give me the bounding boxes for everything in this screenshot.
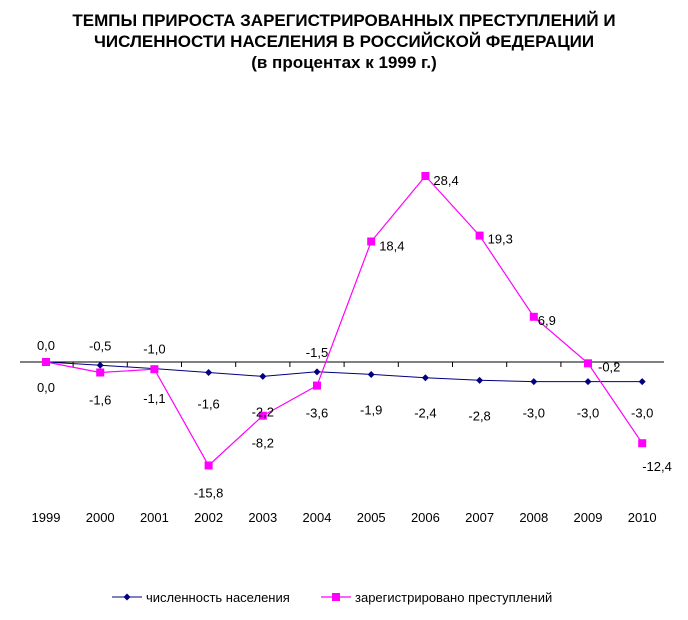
- x-tick-label: 2005: [357, 510, 386, 525]
- legend-population-marker: [123, 593, 131, 601]
- x-tick-label: 2007: [465, 510, 494, 525]
- crimes-point: [475, 231, 484, 240]
- chart-subtitle: (в процентах к 1999 г.): [251, 53, 437, 72]
- crimes-data-label: 6,9: [538, 313, 556, 328]
- population-point: [638, 378, 646, 386]
- population-data-label: -0,5: [89, 338, 111, 353]
- population-data-label: -1,0: [143, 342, 165, 357]
- crimes-point: [529, 312, 538, 321]
- population-point: [367, 370, 375, 378]
- population-data-label: 0,0: [37, 338, 55, 353]
- crimes-data-label: -0,2: [598, 359, 620, 374]
- population-data-label: -2,8: [468, 408, 490, 423]
- population-point: [96, 361, 104, 369]
- crimes-data-label: -1,1: [143, 391, 165, 406]
- legend: численность населения зарегистрировано пр…: [112, 590, 552, 605]
- crimes-data-label: 0,0: [37, 380, 55, 395]
- population-data-label: -3,0: [523, 406, 545, 421]
- crimes-point: [421, 171, 430, 180]
- population-point: [421, 374, 429, 382]
- x-tick-label: 2009: [574, 510, 603, 525]
- crimes-data-label: 18,4: [379, 238, 404, 253]
- population-point: [530, 378, 538, 386]
- x-tick-label: 2006: [411, 510, 440, 525]
- population-series-line: [45, 361, 643, 383]
- crimes-point: [258, 411, 267, 420]
- crimes-data-label: -12,4: [642, 459, 672, 474]
- crimes-data-label: -3,6: [306, 406, 328, 421]
- x-tick-label: 2004: [303, 510, 332, 525]
- crimes-point: [204, 461, 213, 470]
- population-data-label: -1,5: [306, 345, 328, 360]
- x-tick-label: 2001: [140, 510, 169, 525]
- x-tick-label: 2008: [519, 510, 548, 525]
- legend-crimes-label: зарегистрировано преступлений: [355, 590, 552, 605]
- crimes-point: [150, 365, 159, 374]
- population-point: [259, 372, 267, 380]
- crimes-data-label: 28,4: [433, 173, 458, 188]
- legend-crimes-marker: [332, 593, 340, 601]
- population-point: [205, 368, 213, 376]
- crimes-point: [42, 358, 50, 366]
- x-tick-labels: 1999 2000 2001 2002 2003 2004 2005 2006 2007 2008…: [32, 510, 657, 525]
- x-tick-label: 2000: [86, 510, 115, 525]
- x-axis-ticks: [72, 362, 616, 367]
- series-lines: [45, 175, 643, 467]
- crimes-point: [96, 368, 105, 377]
- crimes-data-label: -1,6: [89, 392, 111, 407]
- title-line-2: ЧИСЛЕННОСТИ НАСЕЛЕНИЯ В РОССИЙСКОЙ ФЕДЕР…: [93, 32, 595, 51]
- population-data-label: -2,4: [414, 406, 436, 421]
- crimes-point: [638, 439, 647, 448]
- crimes-series-line: [45, 175, 643, 467]
- crimes-point: [584, 359, 592, 368]
- crimes-data-label: -15,8: [194, 485, 224, 500]
- x-tick-label: 1999: [32, 510, 61, 525]
- x-tick-label: 2010: [628, 510, 657, 525]
- population-data-label: -3,0: [631, 406, 653, 421]
- population-point: [313, 368, 321, 376]
- crimes-point: [367, 237, 376, 246]
- crimes-data-label: 19,3: [488, 232, 513, 247]
- population-data-label: -1,9: [360, 402, 382, 417]
- crimes-point: [313, 381, 321, 390]
- chart-title: ТЕМПЫ ПРИРОСТА ЗАРЕГИСТРИРОВАННЫХ ПРЕСТУ…: [0, 10, 688, 73]
- population-data-label: -3,0: [577, 406, 599, 421]
- series-markers: [42, 171, 647, 470]
- population-point: [476, 376, 484, 384]
- population-data-label: -1,6: [197, 396, 219, 411]
- legend-population-label: численность населения: [146, 590, 290, 605]
- population-point: [584, 378, 592, 386]
- x-tick-label: 2002: [194, 510, 223, 525]
- data-labels: 0,0 -0,5 -1,0 -1,6 -2,2 -1,5 -1,9 -2,4 -2,8 -3,0 -…: [37, 173, 672, 501]
- title-line-1: ТЕМПЫ ПРИРОСТА ЗАРЕГИСТРИРОВАННЫХ ПРЕСТУ…: [72, 11, 616, 30]
- x-tick-label: 2003: [248, 510, 277, 525]
- population-data-label: -2,2: [252, 404, 274, 419]
- crimes-data-label: -8,2: [252, 436, 274, 451]
